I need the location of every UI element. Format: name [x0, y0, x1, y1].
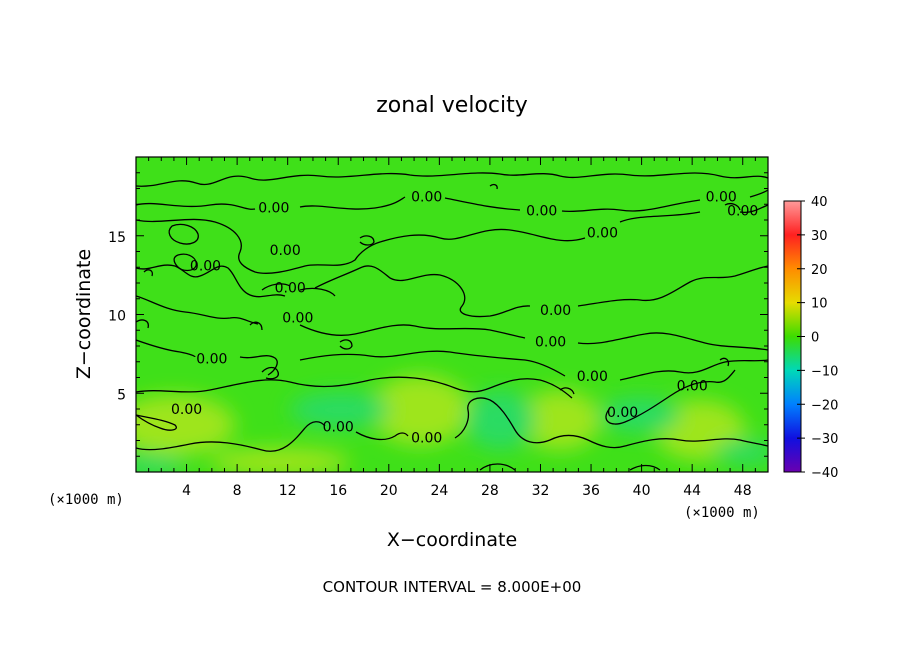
contour-line	[136, 264, 768, 318]
colorbar-tick-label: 20	[811, 263, 828, 278]
contour-line	[136, 204, 768, 274]
x-tick-label: 36	[582, 483, 600, 499]
contour-labels: 0.000.000.000.000.000.000.000.000.000.00…	[171, 189, 758, 446]
colorbar-tick-label: 0	[811, 331, 819, 346]
contour-line	[489, 183, 498, 190]
contour-label: 0.00	[535, 334, 566, 350]
contour-line	[719, 357, 730, 367]
contour-line	[136, 172, 768, 187]
contour-label: 0.00	[282, 311, 313, 327]
contour-line	[261, 366, 279, 380]
colorbar-tick-label: 30	[811, 229, 828, 244]
contour-line	[143, 269, 154, 277]
x-unit-right: (×1000 m)	[684, 505, 760, 521]
colorbar-tick-label: 10	[811, 297, 828, 312]
field-shading	[136, 375, 768, 472]
contour-label: 0.00	[587, 226, 618, 242]
contour-label: 0.00	[171, 402, 202, 418]
x-tick-label: 32	[532, 483, 550, 499]
x-tick-label: 44	[683, 483, 701, 499]
axis-ticks	[136, 157, 768, 472]
y-axis-label: Z−coordinate	[73, 249, 95, 379]
x-tick-label: 20	[380, 483, 398, 499]
contour-line	[724, 203, 741, 211]
contour-line	[136, 189, 768, 213]
contour-label: 0.00	[677, 378, 708, 394]
warm-patch	[136, 395, 235, 455]
contour-label: 0.00	[727, 204, 758, 220]
contour-label: 0.00	[411, 430, 442, 446]
contour-label: 0.00	[275, 281, 306, 297]
contour-line	[249, 321, 263, 331]
contour-label: 0.00	[323, 419, 354, 435]
x-tick-label: 48	[734, 483, 752, 499]
x-axis-label: X−coordinate	[387, 529, 517, 551]
contour-line	[136, 414, 177, 431]
contour-label: 0.00	[258, 200, 289, 216]
x-tick-label: 12	[279, 483, 297, 499]
contour-line	[136, 319, 149, 329]
contour-line	[339, 339, 353, 350]
contour-label: 0.00	[190, 259, 221, 275]
contour-label: 0.00	[607, 405, 638, 421]
contour-interval-note: CONTOUR INTERVAL = 8.000E+00	[323, 578, 582, 596]
contour-label: 0.00	[706, 189, 737, 205]
y-tick-label: 15	[108, 230, 126, 246]
contour-line	[136, 339, 768, 381]
colorbar-tick-label: −20	[811, 398, 838, 413]
chart-title: zonal velocity	[376, 93, 528, 118]
contour-label: 0.00	[526, 204, 557, 220]
contour-line	[559, 387, 575, 395]
cool-patch	[290, 392, 390, 428]
colorbar-tick-label: −40	[811, 466, 838, 481]
contour-line	[136, 369, 736, 425]
contour-line	[136, 397, 768, 452]
x-tick-label: 16	[329, 483, 347, 499]
y-tick-label: 10	[108, 309, 126, 325]
x-tick-label: 4	[182, 483, 191, 499]
contour-line	[173, 253, 197, 272]
colorbar-tick-label: −30	[811, 432, 838, 447]
x-tick-label: 24	[430, 483, 448, 499]
contour-line	[479, 463, 661, 471]
contour-label: 0.00	[577, 369, 608, 385]
contour-line	[136, 295, 768, 351]
warm-patch	[370, 375, 470, 445]
contour-label: 0.00	[540, 303, 571, 319]
contour-line	[168, 223, 199, 245]
plot-area: 0.000.000.000.000.000.000.000.000.000.00…	[136, 157, 768, 472]
x-unit-left: (×1000 m)	[48, 492, 124, 508]
colorbar-ticks: 40 30 20 10 0 −10 −20 −30 −40	[797, 195, 838, 481]
warm-patch	[210, 448, 350, 472]
contour-label: 0.00	[411, 189, 442, 205]
cool-patch	[465, 390, 535, 450]
colorbar: 40 30 20 10 0 −10 −20 −30 −40	[783, 195, 838, 481]
cool-patch	[136, 455, 185, 472]
contour-line	[359, 235, 375, 246]
x-tick-label: 8	[233, 483, 242, 499]
warm-patch	[520, 390, 600, 450]
y-tick-label: 5	[117, 387, 126, 403]
contour-lines	[136, 172, 768, 471]
contour-label: 0.00	[196, 352, 227, 368]
colorbar-tick-label: −10	[811, 364, 838, 379]
colorbar-tick-label: 40	[811, 195, 828, 210]
contour-label: 0.00	[270, 243, 301, 259]
cool-patch	[715, 440, 768, 464]
contour-line	[261, 283, 336, 297]
x-tick-label: 28	[481, 483, 499, 499]
x-tick-label: 40	[633, 483, 651, 499]
